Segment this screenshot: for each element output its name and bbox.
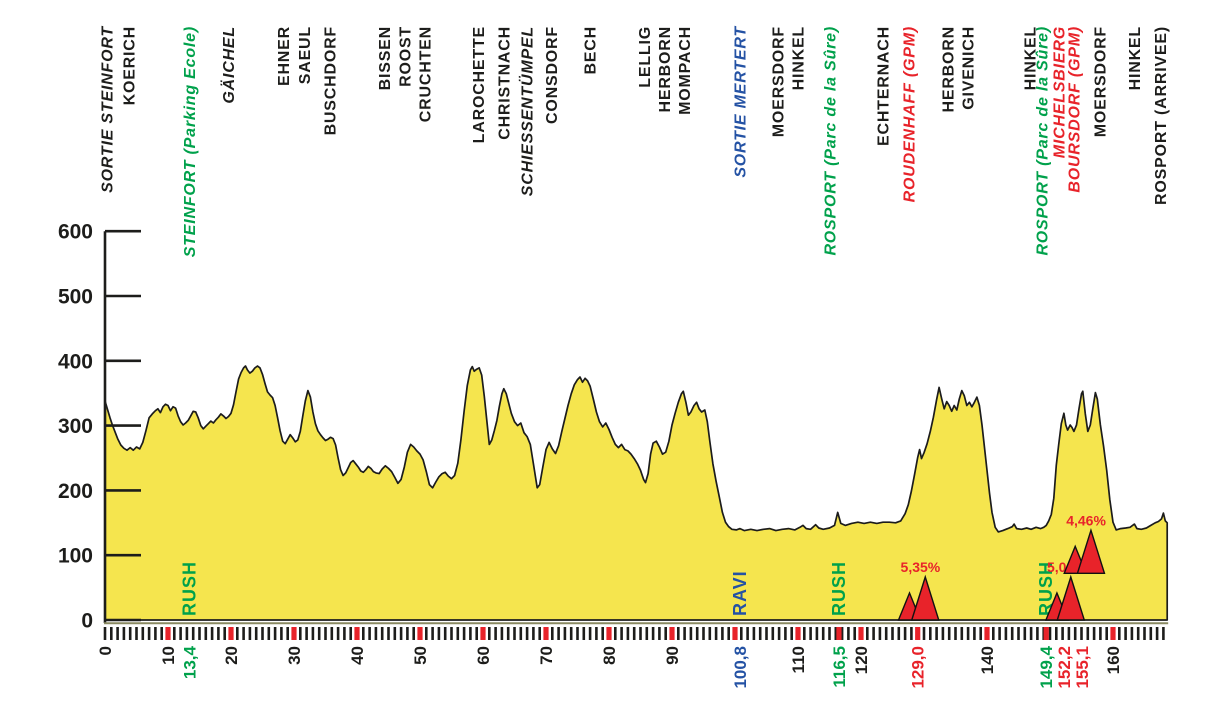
x-axis: 0 10 13,4 20 30 40 50 60 70 80 90 100,8 110 116,5 120 1…: [96, 622, 1169, 689]
place-label: MOERSDORF: [770, 26, 787, 137]
place-label: KOERICH: [121, 26, 138, 105]
place-label: SAEUL: [297, 26, 314, 84]
km-label: 160: [1104, 646, 1123, 674]
place-label: MOERSDORF: [1092, 26, 1109, 137]
place-label: ROSPORT (Parc de la Sûre): [823, 26, 840, 256]
ravi-marker: RAVI: [730, 570, 750, 616]
mountain-icon-large: [910, 574, 940, 621]
place-label: CRUCHTEN: [418, 26, 435, 122]
gpm-percent-label: 5,35%: [901, 559, 941, 575]
place-label: SCHIESSENTÜMPEL: [518, 26, 537, 196]
place-label: GÄICHEL: [220, 26, 238, 104]
place-label: BECH: [583, 26, 600, 75]
place-label: GIVENICH: [961, 26, 978, 110]
km-label: 80: [600, 646, 619, 665]
place-label: ROSPORT (ARRIVEE): [1153, 26, 1170, 205]
km-label: 50: [411, 646, 430, 665]
km-label: 155,1: [1073, 646, 1092, 689]
km-label: 20: [222, 646, 241, 665]
place-label: STEINFORT (Parking Ecole): [182, 26, 199, 257]
gpm-percent-label: 4,46%: [1066, 512, 1106, 528]
place-label: EHNER: [276, 26, 293, 86]
km-label: 110: [789, 646, 808, 673]
elevation-area: [104, 365, 1169, 621]
place-label: CONSDORF: [544, 26, 561, 124]
km-label: 13,4: [180, 645, 199, 679]
km-label: 116,5: [830, 646, 849, 688]
place-label: HINKEL: [791, 26, 808, 90]
place-label: LAROCHETTE: [471, 26, 488, 143]
gpm-climb-group: 4,46%: [1063, 512, 1106, 575]
place-label: MICHELSBIERG: [1051, 26, 1068, 158]
y-tick-label: 600: [58, 221, 93, 244]
mountain-icon-large: [1076, 528, 1106, 575]
km-label: 10: [159, 646, 178, 665]
km-label: 100,8: [731, 646, 750, 689]
km-label: 90: [663, 646, 682, 665]
place-label: BOURSDORF (GPM): [1066, 26, 1083, 193]
y-tick-label: 400: [58, 350, 93, 373]
rush-marker: RUSH: [829, 561, 849, 616]
km-label: 0: [96, 646, 115, 655]
km-label: 140: [978, 646, 997, 674]
place-label: ECHTERNACH: [876, 26, 893, 146]
y-axis: 0 100 200 300 400 500 600: [58, 221, 141, 633]
km-label: 120: [852, 646, 871, 674]
y-tick-label: 0: [81, 610, 93, 633]
place-label: ROOST: [397, 26, 414, 87]
place-label: HINKEL: [1127, 26, 1144, 90]
km-label: 30: [285, 646, 304, 665]
place-labels: SORTIE STEINFORT KOERICH STEINFORT (Parkin…: [99, 26, 1169, 258]
rush-marker: RUSH: [1036, 561, 1056, 616]
gpm-climb-group: 5,35%: [897, 559, 941, 621]
place-label: LELLIG: [637, 26, 654, 88]
y-tick-label: 500: [58, 286, 93, 309]
place-label: HINKEL: [1022, 26, 1039, 90]
y-tick-label: 300: [58, 415, 93, 438]
y-tick-label: 200: [58, 480, 93, 503]
km-label: 70: [537, 646, 556, 665]
rush-marker: RUSH: [179, 561, 199, 616]
place-label: SORTIE MERTERT: [733, 26, 750, 178]
place-label: ROUDENHAFF (GPM): [901, 26, 918, 202]
place-label: BUSCHDORF: [322, 26, 339, 135]
km-label: 60: [474, 646, 493, 665]
place-label: SORTIE STEINFORT: [99, 26, 116, 193]
mountain-icon-large: [1056, 574, 1086, 621]
km-label: 129,0: [909, 646, 928, 689]
place-label: ROSPORT (Parc de la Sûre): [1034, 26, 1051, 256]
gpm-markers: 5,35%5,00%4,46%: [897, 512, 1106, 621]
y-tick-label: 100: [58, 545, 93, 568]
place-label: CHRISTNACH: [496, 26, 513, 140]
place-label: BISSEN: [377, 26, 394, 90]
place-label: MOMPACH: [677, 26, 694, 115]
place-label: HERBORN: [657, 26, 674, 113]
route-markers: RUSH RAVI RUSH RUSH: [179, 561, 1056, 616]
km-label: 40: [348, 646, 367, 665]
km-label: 149,4: [1037, 645, 1056, 688]
km-label: 152,2: [1055, 646, 1074, 689]
place-label: HERBORN: [940, 26, 957, 113]
